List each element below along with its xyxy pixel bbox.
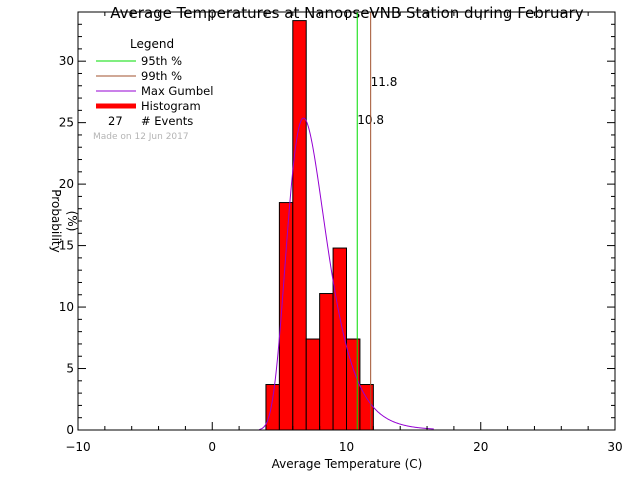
x-tick-label-3: 20 <box>473 440 488 454</box>
legend-label-95th: 95th % <box>141 54 182 68</box>
y-tick-label-4: 20 <box>59 177 74 191</box>
histogram-bar-7 <box>359 384 374 431</box>
x-tick-label-1: 0 <box>208 440 216 454</box>
y-tick-label-0: 0 <box>66 423 74 437</box>
legend-label-histogram: Histogram <box>141 99 201 113</box>
y-axis-label-line2: (%) <box>65 211 79 232</box>
y-tick-label-1: 5 <box>66 362 74 376</box>
x-axis-label: Average Temperature (C) <box>272 457 423 471</box>
axis-ticks: −10 0 10 20 30 0 5 10 15 20 25 30 <box>59 11 623 454</box>
chart-title: Average Temperatures at NanooseVNB Stati… <box>110 4 584 22</box>
x-tick-label-2: 10 <box>339 440 354 454</box>
legend: Legend 95th % 99th % Max Gumbel Histogra… <box>93 37 213 142</box>
histogram-bar-4 <box>319 293 334 431</box>
y-tick-label-2: 10 <box>59 300 74 314</box>
legend-events-count: 27 <box>108 114 123 128</box>
legend-events-label: # Events <box>141 114 193 128</box>
histogram-bar-0 <box>265 384 280 431</box>
x-tick-label-0: −10 <box>65 440 90 454</box>
plot-area: 10.811.8 <box>259 12 434 431</box>
y-tick-label-5: 25 <box>59 116 74 130</box>
legend-label-gumbel: Max Gumbel <box>141 84 213 98</box>
percentile-99-label: 11.8 <box>371 75 398 89</box>
y-tick-label-6: 30 <box>59 54 74 68</box>
y-axis-label-line1: Probability <box>49 189 63 252</box>
x-tick-label-4: 30 <box>607 440 622 454</box>
legend-title: Legend <box>130 37 174 51</box>
legend-label-99th: 99th % <box>141 69 182 83</box>
gumbel-curve <box>259 117 434 430</box>
histogram-bar-3 <box>305 338 321 431</box>
made-on-note: Made on 12 Jun 2017 <box>93 132 189 142</box>
y-tick-label-3: 15 <box>59 239 74 253</box>
histogram-bar-2 <box>292 20 307 431</box>
